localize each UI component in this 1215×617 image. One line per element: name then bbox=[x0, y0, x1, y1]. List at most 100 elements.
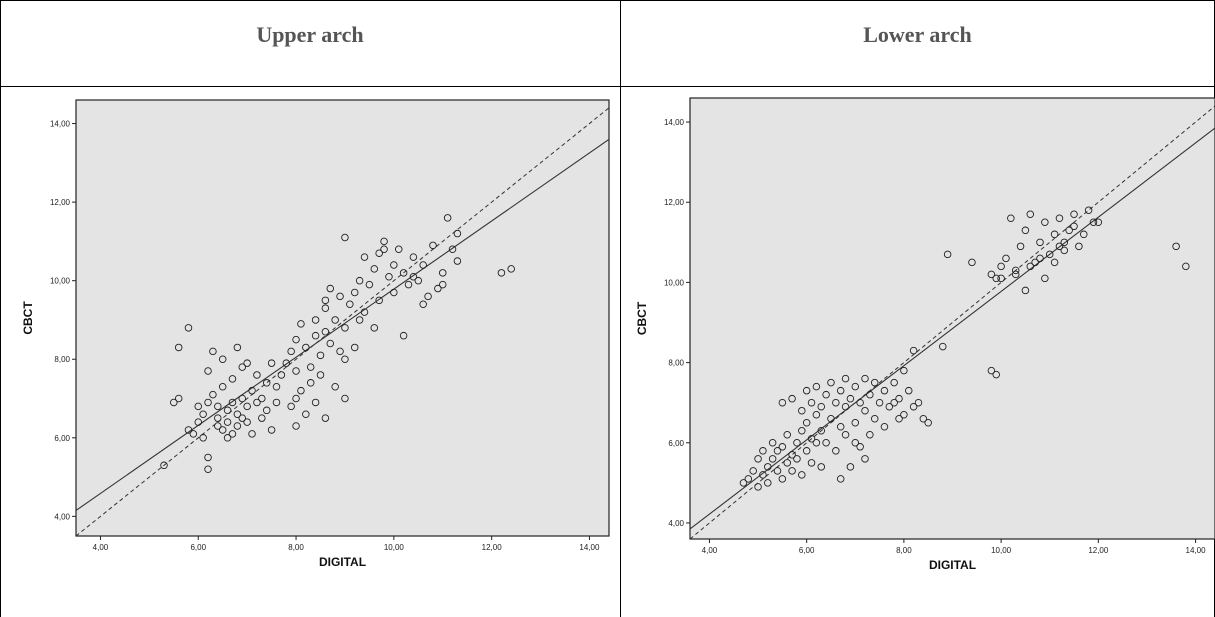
data-point bbox=[272, 382, 281, 391]
data-point bbox=[798, 406, 806, 415]
data-point bbox=[350, 288, 359, 297]
data-point bbox=[209, 390, 217, 399]
x-tick-label: 6,00 bbox=[190, 543, 206, 552]
data-point bbox=[331, 382, 339, 391]
table-border-top bbox=[0, 0, 1215, 1]
data-point bbox=[277, 371, 286, 379]
data-point bbox=[370, 324, 379, 332]
data-point bbox=[204, 398, 212, 407]
data-point bbox=[895, 394, 903, 403]
data-point bbox=[326, 284, 335, 293]
data-point bbox=[306, 379, 315, 387]
data-point bbox=[170, 398, 178, 407]
data-point bbox=[812, 439, 821, 447]
data-point bbox=[336, 292, 344, 301]
data-point bbox=[773, 447, 782, 455]
data-point bbox=[350, 343, 359, 352]
data-point bbox=[1075, 242, 1083, 251]
data-point bbox=[764, 479, 772, 487]
data-point bbox=[1055, 242, 1064, 251]
data-point bbox=[866, 431, 874, 439]
identity-line bbox=[76, 107, 609, 536]
data-point bbox=[248, 430, 256, 438]
data-point bbox=[875, 398, 884, 407]
x-axis-label: DIGITAL bbox=[929, 558, 976, 572]
data-point bbox=[759, 447, 767, 455]
data-point bbox=[992, 370, 1001, 379]
data-point bbox=[360, 253, 369, 261]
data-point bbox=[900, 410, 908, 419]
data-point bbox=[856, 443, 864, 451]
column-header-lower-arch: Lower arch bbox=[863, 22, 972, 47]
data-point bbox=[817, 402, 825, 411]
data-point bbox=[409, 253, 418, 261]
y-axis-label: CBCT bbox=[21, 301, 35, 335]
data-point bbox=[754, 483, 762, 491]
data-point bbox=[895, 414, 903, 423]
data-point bbox=[204, 465, 212, 473]
data-point bbox=[199, 434, 207, 442]
y-tick-label: 10,00 bbox=[50, 277, 71, 286]
data-point bbox=[744, 475, 753, 483]
data-point bbox=[243, 402, 251, 411]
data-point bbox=[341, 355, 349, 363]
data-point bbox=[341, 324, 349, 332]
data-point bbox=[321, 327, 330, 336]
data-point bbox=[292, 394, 300, 403]
data-point bbox=[832, 447, 840, 455]
data-point bbox=[827, 378, 835, 387]
data-point bbox=[880, 386, 889, 395]
data-point bbox=[385, 273, 393, 281]
data-point bbox=[507, 265, 515, 273]
data-point bbox=[992, 274, 1001, 283]
data-point bbox=[798, 471, 806, 479]
data-point bbox=[914, 398, 923, 407]
y-tick-label: 4,00 bbox=[668, 519, 684, 528]
data-point bbox=[262, 379, 271, 387]
data-point bbox=[812, 410, 821, 419]
data-point bbox=[302, 410, 310, 418]
data-point bbox=[360, 308, 369, 316]
data-point bbox=[448, 245, 457, 254]
data-point bbox=[218, 426, 227, 434]
x-axis-label: DIGITAL bbox=[319, 555, 366, 569]
data-point bbox=[880, 422, 889, 431]
data-point bbox=[1172, 242, 1180, 251]
data-point bbox=[253, 398, 261, 407]
data-point bbox=[836, 386, 845, 395]
data-point bbox=[199, 410, 207, 418]
data-point bbox=[394, 245, 403, 254]
x-tick-label: 12,00 bbox=[482, 543, 503, 552]
y-tick-label: 8,00 bbox=[54, 355, 70, 364]
data-point bbox=[1036, 254, 1044, 263]
data-point bbox=[189, 430, 198, 438]
data-point bbox=[1021, 286, 1030, 295]
data-point bbox=[1045, 250, 1054, 259]
data-point bbox=[174, 394, 183, 403]
data-point bbox=[900, 366, 908, 375]
data-point bbox=[1050, 258, 1059, 267]
data-point bbox=[841, 431, 850, 439]
data-point bbox=[297, 386, 305, 395]
data-point bbox=[1060, 246, 1069, 255]
data-point bbox=[802, 418, 811, 427]
data-point bbox=[194, 402, 202, 411]
data-point bbox=[419, 300, 427, 309]
data-point bbox=[443, 214, 452, 222]
scatter-chart-lower-arch: 4,00 4,00 6,00 6,00 8,00 8,00 10,00 10,00 12,00 1… bbox=[635, 97, 1215, 572]
data-point bbox=[1055, 214, 1064, 223]
data-point bbox=[316, 371, 325, 379]
data-point bbox=[1021, 226, 1030, 235]
data-point bbox=[223, 434, 232, 442]
data-point bbox=[846, 463, 855, 471]
data-point bbox=[429, 241, 437, 250]
data-point bbox=[438, 280, 447, 289]
data-point bbox=[841, 374, 850, 383]
data-point bbox=[311, 316, 320, 324]
data-point bbox=[409, 273, 418, 281]
data-point bbox=[1031, 258, 1039, 267]
data-point bbox=[390, 261, 398, 269]
data-point bbox=[870, 414, 879, 423]
fit-line bbox=[76, 138, 609, 511]
data-point bbox=[968, 258, 976, 267]
